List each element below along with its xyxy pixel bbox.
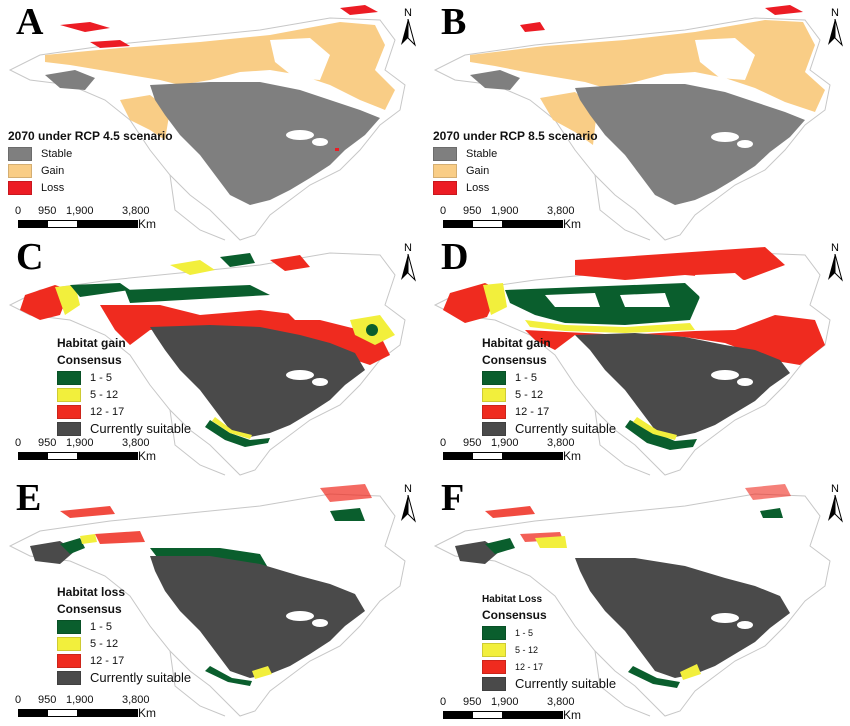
panel-letter: F: [441, 477, 465, 519]
map-rcp45-change: [8, 5, 406, 241]
legend-subtitle: Consensus: [57, 353, 122, 367]
legend: Habitat gain Consensus 1 - 5 5 - 12 12 -…: [482, 335, 616, 437]
legend-item-currently-suitable: Currently suitable: [57, 669, 191, 686]
legend-item-12-17: 12 - 17: [57, 652, 191, 669]
swatch: [8, 146, 32, 161]
swatch: [482, 387, 506, 402]
legend-subtitle: Consensus: [482, 608, 547, 622]
legend-item-12-17: 12 - 17: [57, 403, 191, 420]
north-arrow-icon: N: [825, 243, 845, 283]
legend-item-loss: Loss: [433, 179, 598, 196]
legend: 2070 under RCP 4.5 scenario Stable Gain …: [8, 128, 173, 196]
panel-letter: A: [16, 1, 44, 43]
swatch: [482, 625, 506, 640]
swatch: [482, 370, 506, 385]
swatch: [57, 370, 81, 385]
panel-a: A N 2070 under RCP 4.5 scenario Stable G…: [0, 0, 425, 242]
north-arrow-icon: N: [398, 484, 418, 524]
swatch: [482, 642, 506, 657]
panel-letter: E: [16, 477, 42, 519]
legend-item-currently-suitable: Currently suitable: [482, 420, 616, 437]
legend: 2070 under RCP 8.5 scenario Stable Gain …: [433, 128, 598, 196]
legend-item-gain: Gain: [8, 162, 173, 179]
panel-c: C N Habitat gain Consensus 1 - 5 5 - 12 …: [0, 235, 425, 477]
swatch: [57, 653, 81, 668]
legend-item-1-5: 1 - 5: [482, 624, 616, 641]
legend-title: Habitat loss: [57, 585, 126, 599]
swatch: [8, 180, 32, 195]
panel-d: D N Habitat gain Consensus 1 - 5 5 - 12 …: [425, 235, 850, 477]
swatch: [482, 404, 506, 419]
legend-item-12-17: 12 - 17: [482, 658, 616, 675]
north-arrow-icon: N: [398, 8, 418, 48]
panel-letter: C: [16, 236, 44, 278]
legend-item-1-5: 1 - 5: [482, 369, 616, 386]
swatch: [57, 387, 81, 402]
legend-title: Habitat Loss: [482, 594, 543, 605]
swatch: [433, 146, 457, 161]
scale-bar: 0 950 1,900 3,800 Km: [15, 694, 156, 720]
swatch: [482, 676, 506, 691]
scale-bar: 0 950 1,900 3,800 Km: [440, 437, 581, 463]
legend-title: 2070 under RCP 4.5 scenario: [8, 129, 173, 143]
legend-title: Habitat gain: [482, 336, 551, 350]
legend-item-5-12: 5 - 12: [482, 386, 616, 403]
legend-item-stable: Stable: [8, 145, 173, 162]
north-arrow-icon: N: [825, 484, 845, 524]
legend-item-gain: Gain: [433, 162, 598, 179]
swatch: [57, 421, 81, 436]
swatch: [57, 670, 81, 685]
legend-title: Habitat gain: [57, 336, 126, 350]
scale-bar: 0 950 1,900 3,800 Km: [15, 205, 156, 231]
legend-item-5-12: 5 - 12: [57, 635, 191, 652]
legend-item-1-5: 1 - 5: [57, 618, 191, 635]
map-habitat-gain-rcp45: [8, 252, 406, 476]
north-arrow-icon: N: [825, 8, 845, 48]
legend-item-5-12: 5 - 12: [482, 641, 616, 658]
legend: Habitat gain Consensus 1 - 5 5 - 12 12 -…: [57, 335, 191, 437]
panel-letter: D: [441, 236, 469, 278]
legend-subtitle: Consensus: [482, 353, 547, 367]
legend-item-5-12: 5 - 12: [57, 386, 191, 403]
map-rcp85-change: [433, 5, 831, 241]
panel-f: F N Habitat Loss Consensus 1 - 5 5 - 12 …: [425, 476, 850, 726]
swatch: [482, 421, 506, 436]
swatch: [433, 163, 457, 178]
panel-b: B N 2070 under RCP 8.5 scenario Stable G…: [425, 0, 850, 242]
scale-bar: 0 950 1,900 3,800 Km: [440, 205, 581, 231]
map-habitat-gain-rcp85: [433, 247, 831, 476]
panel-e: E N Habitat loss Consensus 1 - 5 5 - 12 …: [0, 476, 425, 726]
legend-title: 2070 under RCP 8.5 scenario: [433, 129, 598, 143]
legend: Habitat Loss Consensus 1 - 5 5 - 12 12 -…: [482, 593, 616, 692]
legend-item-loss: Loss: [8, 179, 173, 196]
swatch: [8, 163, 32, 178]
map-habitat-loss-rcp45: [8, 484, 406, 717]
swatch: [57, 619, 81, 634]
swatch: [482, 659, 506, 674]
swatch: [57, 404, 81, 419]
scale-bar: 0 950 1,900 3,800 Km: [15, 437, 156, 463]
legend-item-currently-suitable: Currently suitable: [482, 675, 616, 692]
swatch: [57, 636, 81, 651]
north-arrow-icon: N: [398, 243, 418, 283]
legend-item-12-17: 12 - 17: [482, 403, 616, 420]
legend-item-currently-suitable: Currently suitable: [57, 420, 191, 437]
legend-item-stable: Stable: [433, 145, 598, 162]
legend-item-1-5: 1 - 5: [57, 369, 191, 386]
map-habitat-loss-rcp85: [433, 484, 831, 717]
panel-letter: B: [441, 1, 467, 43]
scale-bar: 0 950 1,900 3,800 Km: [440, 696, 581, 722]
legend: Habitat loss Consensus 1 - 5 5 - 12 12 -…: [57, 584, 191, 686]
swatch: [433, 180, 457, 195]
legend-subtitle: Consensus: [57, 602, 122, 616]
